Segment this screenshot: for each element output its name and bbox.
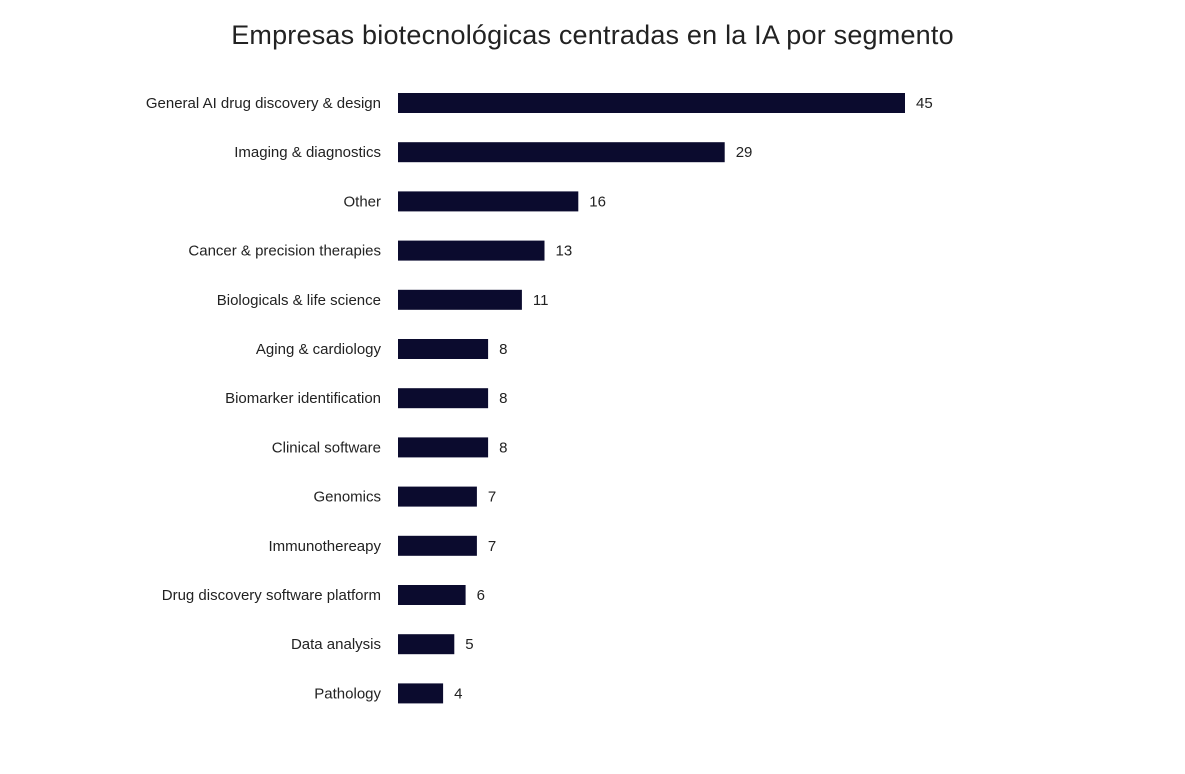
value-labels-layer: 45 29 16 13 11 8 8 8 7 7 6 5 4 <box>454 95 933 702</box>
category-label: Drug discovery software platform <box>162 587 381 604</box>
value-label: 7 <box>488 489 496 506</box>
bar <box>398 339 489 359</box>
value-label: 29 <box>736 144 753 161</box>
category-label: Data analysis <box>291 636 381 653</box>
bar <box>398 683 444 704</box>
bar <box>398 388 489 409</box>
value-label: 7 <box>488 538 496 555</box>
value-label: 4 <box>454 685 462 702</box>
category-label: Biomarker identification <box>225 390 381 407</box>
chart-title: Empresas biotecnológicas centradas en la… <box>231 20 954 50</box>
bar <box>398 93 905 113</box>
bar <box>398 191 579 212</box>
value-label: 45 <box>916 95 933 112</box>
value-label: 5 <box>465 636 473 653</box>
category-labels-layer: General AI drug discovery & design Imagin… <box>146 95 382 702</box>
value-label: 8 <box>499 341 507 358</box>
value-label: 6 <box>477 587 485 604</box>
value-label: 13 <box>556 243 573 260</box>
category-label: Cancer & precision therapies <box>188 243 381 260</box>
category-label: Genomics <box>313 489 381 506</box>
bar <box>398 437 489 458</box>
value-label: 11 <box>533 292 549 309</box>
bar <box>398 486 477 507</box>
bar <box>398 289 522 310</box>
bar <box>398 142 725 163</box>
category-label: Other <box>343 193 381 210</box>
bars-layer <box>398 93 905 704</box>
category-label: Pathology <box>314 685 381 702</box>
bar <box>398 535 477 556</box>
bar <box>398 585 466 605</box>
category-label: Biologicals & life science <box>217 292 381 309</box>
value-label: 8 <box>499 390 507 407</box>
bar <box>398 240 545 261</box>
category-label: Clinical software <box>272 439 381 456</box>
category-label: Imaging & diagnostics <box>234 144 381 161</box>
bar <box>398 634 455 655</box>
value-label: 8 <box>499 439 507 456</box>
category-label: Aging & cardiology <box>256 341 382 358</box>
category-label: General AI drug discovery & design <box>146 95 381 112</box>
value-label: 16 <box>589 193 606 210</box>
category-label: Immunothereapy <box>268 538 381 555</box>
